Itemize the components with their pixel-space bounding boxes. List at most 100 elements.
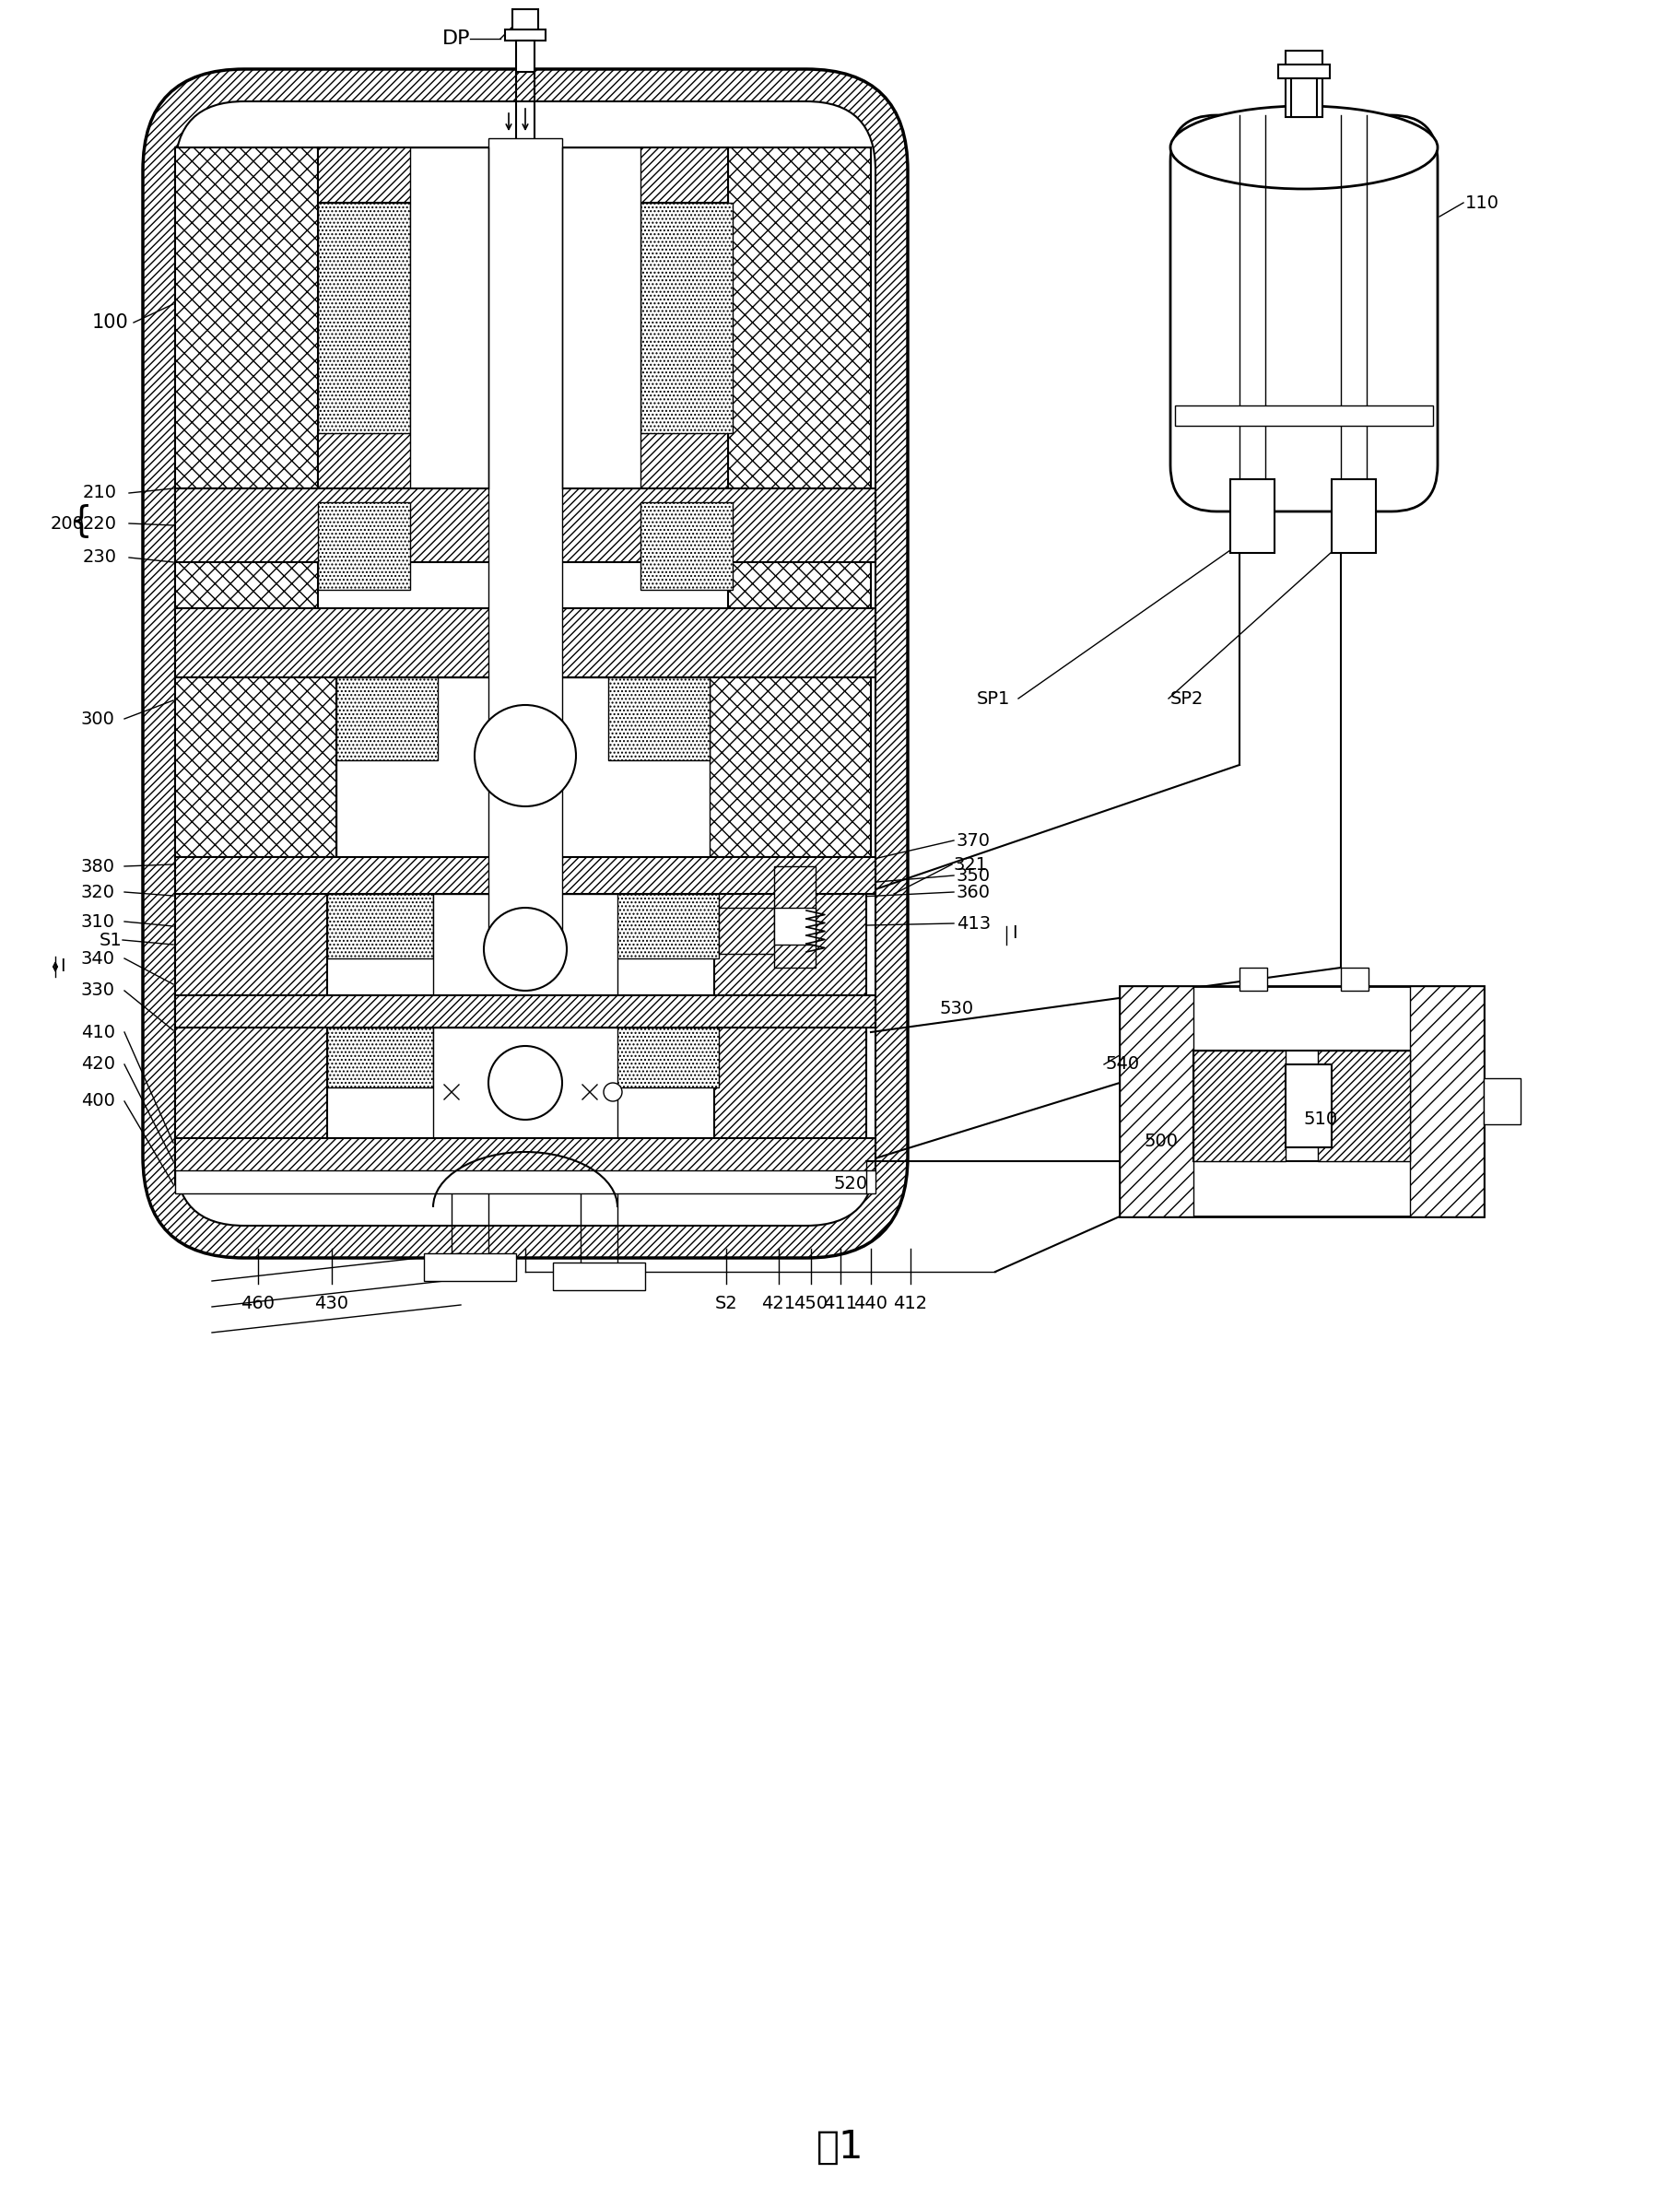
Bar: [1483, 1079, 1520, 1125]
Text: 360: 360: [956, 883, 990, 901]
Bar: [1119, 986, 1193, 1217]
Bar: [1290, 79, 1315, 116]
Bar: [774, 907, 815, 945]
Bar: [1119, 986, 1483, 1217]
Text: 310: 310: [81, 912, 116, 929]
Bar: [328, 894, 433, 958]
Text: 411: 411: [823, 1296, 857, 1314]
Bar: [318, 503, 410, 589]
Text: I: I: [60, 958, 66, 975]
Bar: [318, 202, 410, 433]
Bar: [640, 202, 732, 433]
Text: S2: S2: [714, 1296, 738, 1314]
Bar: [175, 1028, 328, 1171]
Bar: [1331, 479, 1376, 554]
Text: 100: 100: [92, 314, 129, 332]
Circle shape: [489, 1046, 561, 1120]
Bar: [175, 147, 318, 488]
Bar: [727, 488, 870, 609]
Bar: [1193, 1050, 1285, 1162]
Text: 图1: 图1: [816, 2129, 864, 2166]
Bar: [553, 1263, 645, 1290]
Bar: [328, 1028, 433, 1088]
Bar: [423, 1252, 516, 1281]
Text: 450: 450: [793, 1296, 828, 1314]
Text: 340: 340: [81, 949, 116, 967]
Text: 440: 440: [853, 1296, 887, 1314]
Bar: [433, 894, 617, 1041]
Text: 230: 230: [82, 549, 118, 567]
FancyBboxPatch shape: [175, 101, 875, 1226]
Text: 400: 400: [81, 1092, 114, 1109]
Bar: [512, 9, 538, 37]
Bar: [1193, 1050, 1410, 1162]
Bar: [175, 857, 875, 894]
Bar: [774, 866, 815, 967]
Text: I: I: [1011, 925, 1016, 940]
Text: {: {: [69, 503, 92, 538]
Bar: [336, 677, 437, 760]
Bar: [714, 1028, 865, 1171]
Text: 420: 420: [81, 1055, 116, 1072]
Bar: [433, 1028, 617, 1171]
Bar: [608, 677, 709, 760]
Text: 430: 430: [314, 1296, 349, 1314]
Bar: [640, 503, 732, 589]
Text: 220: 220: [82, 514, 118, 532]
Text: 330: 330: [81, 982, 116, 1000]
Bar: [613, 894, 719, 958]
Bar: [1230, 479, 1273, 554]
Text: 320: 320: [81, 883, 116, 901]
Bar: [175, 1171, 875, 1193]
Bar: [1174, 406, 1433, 426]
Text: SP1: SP1: [976, 690, 1010, 707]
Text: 412: 412: [892, 1296, 927, 1314]
Bar: [1285, 1063, 1331, 1147]
Circle shape: [484, 907, 566, 991]
Text: 300: 300: [81, 710, 114, 727]
Text: 370: 370: [956, 833, 990, 850]
Bar: [1317, 1050, 1410, 1162]
Text: 410: 410: [81, 1024, 116, 1041]
Bar: [1410, 986, 1483, 1217]
Bar: [719, 907, 791, 953]
Text: S1: S1: [99, 932, 123, 949]
Bar: [1285, 51, 1322, 116]
Bar: [613, 1028, 719, 1088]
Bar: [175, 488, 318, 609]
Bar: [1341, 967, 1368, 991]
Bar: [318, 433, 727, 488]
Bar: [175, 1138, 875, 1184]
Text: 110: 110: [1465, 193, 1499, 211]
Bar: [504, 29, 546, 40]
Text: 413: 413: [956, 914, 990, 932]
Bar: [175, 677, 336, 857]
Text: 460: 460: [240, 1296, 276, 1314]
Bar: [709, 677, 870, 857]
Text: 350: 350: [956, 868, 990, 883]
Bar: [714, 894, 865, 1041]
Text: 210: 210: [82, 483, 118, 501]
Text: 500: 500: [1144, 1131, 1178, 1149]
Bar: [727, 147, 870, 488]
FancyBboxPatch shape: [143, 68, 907, 1259]
Text: 530: 530: [939, 1000, 974, 1017]
Bar: [175, 894, 328, 1041]
Text: 380: 380: [81, 857, 116, 874]
FancyBboxPatch shape: [1169, 114, 1436, 512]
Text: DP: DP: [442, 29, 470, 48]
Text: 321: 321: [953, 855, 988, 872]
Bar: [175, 609, 875, 677]
Bar: [1238, 967, 1267, 991]
Bar: [336, 677, 709, 857]
Bar: [410, 147, 640, 488]
Text: 200: 200: [50, 514, 84, 532]
Circle shape: [603, 1083, 622, 1101]
Ellipse shape: [1169, 105, 1436, 189]
Bar: [489, 138, 561, 967]
Text: 520: 520: [833, 1175, 869, 1193]
Bar: [175, 488, 875, 562]
Bar: [318, 147, 727, 202]
Text: SP2: SP2: [1169, 690, 1203, 707]
Text: 510: 510: [1304, 1112, 1337, 1129]
